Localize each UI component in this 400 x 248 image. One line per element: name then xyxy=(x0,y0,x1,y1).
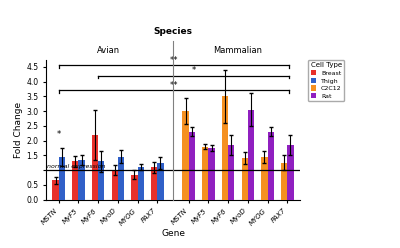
Bar xyxy=(208,148,215,200)
Bar xyxy=(228,145,234,200)
X-axis label: Gene: Gene xyxy=(161,229,185,238)
Text: **: ** xyxy=(170,56,178,64)
Bar xyxy=(78,160,85,200)
Bar xyxy=(138,167,144,200)
Bar xyxy=(242,158,248,200)
Bar xyxy=(98,161,104,200)
Y-axis label: Fold Change: Fold Change xyxy=(14,101,24,158)
Bar xyxy=(118,157,124,200)
Bar xyxy=(222,96,228,200)
Bar xyxy=(92,135,98,200)
Text: normal expression: normal expression xyxy=(47,164,106,169)
Bar xyxy=(72,161,78,200)
Bar xyxy=(131,175,138,200)
Bar xyxy=(281,163,287,200)
Bar xyxy=(248,110,254,200)
Text: Mammalian: Mammalian xyxy=(214,46,262,55)
Text: **: ** xyxy=(170,81,178,90)
Text: Avian: Avian xyxy=(96,46,120,55)
Text: *: * xyxy=(192,66,196,75)
Bar xyxy=(59,157,65,200)
Bar xyxy=(202,147,208,200)
Text: Species: Species xyxy=(154,27,192,36)
Bar xyxy=(189,132,195,200)
Text: *: * xyxy=(57,130,61,139)
Bar xyxy=(151,167,157,200)
Bar xyxy=(287,145,294,200)
Bar xyxy=(52,181,59,200)
Bar xyxy=(268,132,274,200)
Bar xyxy=(112,170,118,200)
Bar xyxy=(157,163,164,200)
Legend: Breast, Thigh, C2C12, Rat: Breast, Thigh, C2C12, Rat xyxy=(308,60,344,101)
Bar xyxy=(261,157,268,200)
Bar xyxy=(182,111,189,200)
